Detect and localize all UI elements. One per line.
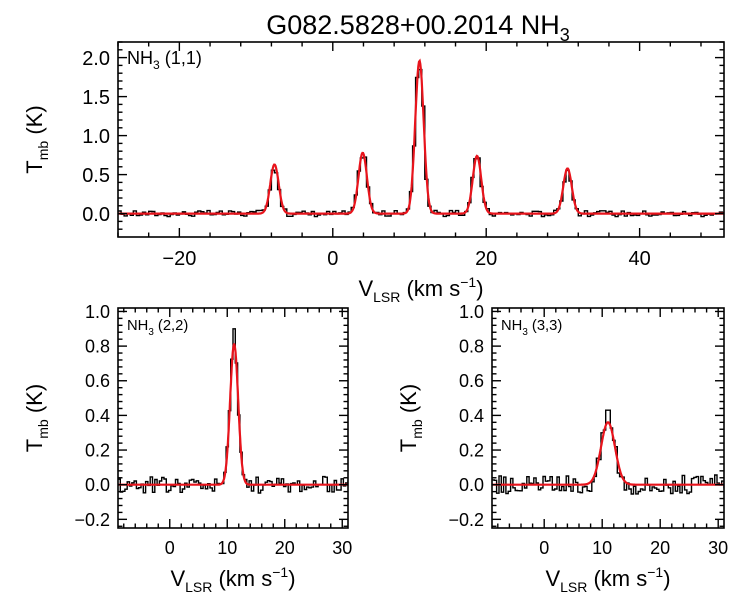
y-tick-label: 0.6 [459,371,484,391]
y-tick-label: −0.2 [74,510,110,530]
x-tick-label: 40 [628,248,650,270]
y-tick-label: 0.2 [459,441,484,461]
x-tick-label: −20 [162,248,196,270]
x-axis-label-close: ) [476,276,483,301]
line-label-suffix: (1,1) [160,48,202,68]
y-axis-label-sub: mb [35,141,51,161]
y-axis-label-sub: mb [35,419,51,439]
y-tick-label: 0.0 [459,475,484,495]
chart-title-subscript: 3 [560,25,570,45]
y-tick-label: 0.0 [85,475,110,495]
y-tick-label: 0.4 [459,406,484,426]
line-label-base: NH [501,318,522,334]
x-tick-label: 20 [650,538,670,558]
line-label-base: NH [127,318,148,334]
x-tick-label: 10 [592,538,612,558]
line-label: NH3 (2,2) [127,318,188,338]
y-tick-label: 1.5 [82,87,110,109]
plot-frame [117,41,725,238]
panel-bottom-right: 0 10 20 30 −0.2 0.0 0.2 0.4 0.6 0.8 1.0 NH3 (3,3) VL… [396,302,728,595]
x-axis-label-exp: −1 [272,564,288,580]
panels: −20 0 20 400.00.51.01.52.0 NH3 (1,1)VLSR (km… [22,41,728,595]
y-axis-label-sub: mb [409,419,425,439]
line-label: NH3 (1,1) [127,48,202,72]
panel-bottom-left: 0 10 20 30 −0.2 0.0 0.2 0.4 0.6 0.8 1.0 NH3 (2,2) VL… [22,302,352,595]
fit-line [118,58,724,215]
line-label-suffix: (2,2) [154,318,188,334]
x-tick-label: 30 [332,538,352,558]
x-axis-label-close: ) [288,566,295,591]
x-axis-label-close: ) [663,566,670,591]
x-tick-label: 0 [165,538,175,558]
y-tick-label: 0.8 [459,337,484,357]
y-axis-label-unit: (K) [22,384,47,419]
x-tick-label: 30 [708,538,728,558]
y-axis-label-unit: (K) [22,105,47,140]
x-axis-label-base: V [545,566,560,591]
y-tick-label: 0.2 [85,441,110,461]
panel-top: −20 0 20 40 0.0 0.5 1.0 1.5 2.0 NH3 (1,1) VLSR (km… [22,41,725,305]
y-tick-label: 0.4 [85,406,110,426]
fit-line [492,421,724,486]
observed-spectrum [118,328,348,494]
x-axis-label-sub: LSR [373,289,400,305]
x-tick-label: 0 [539,538,549,558]
x-axis-label: VLSR (km s−1) [170,564,295,595]
line-label-sub: 3 [522,327,528,338]
line-label-sub: 3 [148,327,154,338]
fit-line [118,343,348,486]
x-axis-label: VLSR (km s−1) [358,274,483,305]
chart-title: G082.5828+00.2014 NH3 [266,10,570,45]
y-axis-label-unit: (K) [396,384,421,419]
x-tick-label: 20 [275,538,295,558]
x-axis-label-base: V [170,566,185,591]
line-label: NH3 (3,3) [501,318,562,338]
x-axis-label-base: V [358,276,373,301]
plot-frame [117,307,349,529]
x-tick-label: 20 [475,248,497,270]
y-tick-label: 0.8 [85,337,110,357]
x-axis-label-sub: LSR [185,579,212,595]
y-axis-label-base: T [396,439,421,452]
x-axis-label-unit: (km s [400,276,460,301]
plot-frame [491,307,725,529]
observed-spectrum [492,409,724,495]
line-label-base: NH [127,48,153,68]
x-axis-label: VLSR (km s−1) [545,564,670,595]
y-tick-label: 0.6 [85,371,110,391]
x-tick-label: 0 [327,248,338,270]
line-label-suffix: (3,3) [528,318,562,334]
y-tick-label: 2.0 [82,48,110,70]
y-tick-label: −0.2 [448,510,484,530]
x-axis-label-unit: (km s [212,566,272,591]
y-tick-label: 0.5 [82,165,110,187]
x-tick-label: 10 [217,538,237,558]
x-axis-label-sub: LSR [560,579,587,595]
y-axis-label: Tmb (K) [396,384,425,452]
x-axis-label-exp: −1 [460,274,476,290]
x-axis-label-unit: (km s [587,566,647,591]
x-axis-label-exp: −1 [647,564,663,580]
y-axis-label-base: T [22,439,47,452]
y-axis-label-base: T [22,160,47,173]
y-axis-label: Tmb (K) [22,105,51,173]
y-tick-label: 0.0 [82,204,110,226]
y-axis-label: Tmb (K) [22,384,51,452]
line-label-sub: 3 [153,58,160,72]
y-tick-label: 1.0 [459,302,484,322]
y-tick-label: 1.0 [85,302,110,322]
y-tick-label: 1.0 [82,126,110,148]
